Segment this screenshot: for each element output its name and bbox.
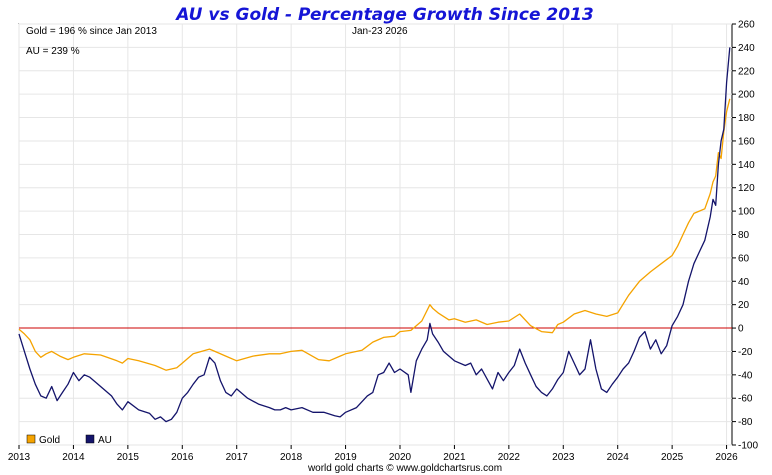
- y-axis: -100 -80 -60 -40 -20 0 20 40 60 80 100 120 140 160 180…: [732, 20, 758, 452]
- x-tick-label: 2015: [117, 452, 140, 463]
- legend-swatch-au: [85, 434, 95, 444]
- y-tick-label: -40: [738, 370, 753, 381]
- x-axis: 2013 2014 2015 2016 2017 2018 2019 2020 2021 2022…: [8, 445, 738, 463]
- y-tick-label: 20: [738, 300, 750, 311]
- y-tick-label: 40: [738, 277, 750, 288]
- series-layer: [18, 47, 731, 423]
- grid: [18, 23, 732, 446]
- y-tick-label: 60: [738, 253, 750, 264]
- legend: Gold AU: [26, 434, 112, 446]
- y-tick-label: -100: [738, 441, 758, 452]
- x-tick-label: 2024: [607, 452, 630, 463]
- legend-label-gold: Gold: [39, 435, 60, 446]
- x-tick-label: 2020: [389, 452, 412, 463]
- x-tick-label: 2023: [552, 452, 575, 463]
- y-tick-label: 140: [738, 160, 755, 171]
- y-tick-label: 180: [738, 113, 755, 124]
- x-tick-label: 2021: [443, 452, 466, 463]
- x-tick-label: 2017: [226, 452, 249, 463]
- au-growth-note: AU = 239 %: [26, 46, 80, 57]
- legend-swatch-gold: [26, 434, 36, 444]
- x-tick-label: 2018: [280, 452, 303, 463]
- y-tick-label: 260: [738, 20, 755, 31]
- y-tick-label: 160: [738, 136, 755, 147]
- y-tick-label: 120: [738, 183, 755, 194]
- x-tick-label: 2014: [62, 452, 85, 463]
- y-tick-label: 0: [738, 324, 744, 335]
- x-tick-label: 2013: [8, 452, 31, 463]
- chart-title: AU vs Gold - Percentage Growth Since 201…: [174, 5, 593, 25]
- x-tick-label: 2025: [661, 452, 684, 463]
- date-label: Jan-23 2026: [352, 26, 408, 37]
- x-tick-label: 2016: [171, 452, 194, 463]
- x-tick-label: 2026: [715, 452, 738, 463]
- y-tick-label: -20: [738, 347, 753, 358]
- x-tick-label: 2019: [334, 452, 357, 463]
- y-tick-label: -60: [738, 394, 753, 405]
- series-line-au: [18, 47, 731, 423]
- y-tick-label: 220: [738, 66, 755, 77]
- gold-growth-note: Gold = 196 % since Jan 2013: [26, 26, 157, 37]
- x-tick-label: 2022: [498, 452, 521, 463]
- y-tick-label: 80: [738, 230, 750, 241]
- y-tick-label: 200: [738, 90, 755, 101]
- series-line-gold: [18, 98, 731, 371]
- legend-label-au: AU: [98, 435, 112, 446]
- y-tick-label: 100: [738, 207, 755, 218]
- credit-text: world gold charts © www.goldchartsrus.co…: [307, 463, 502, 474]
- y-tick-label: -80: [738, 417, 753, 428]
- y-tick-label: 240: [738, 43, 755, 54]
